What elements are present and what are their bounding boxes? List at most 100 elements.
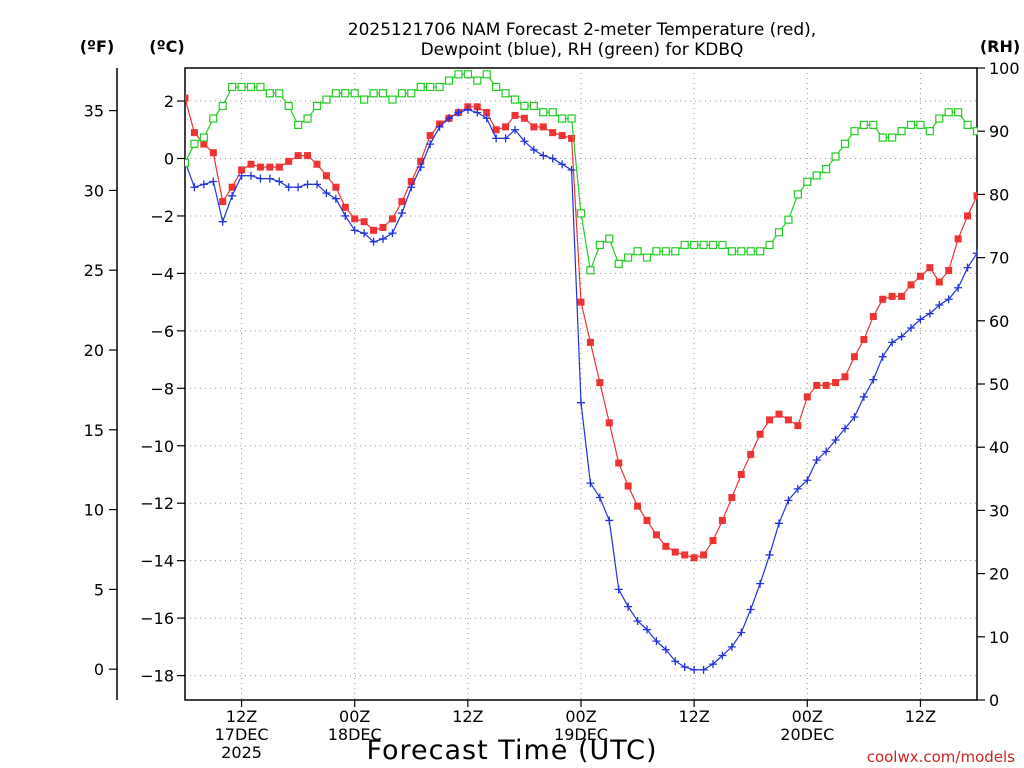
dewpoint-point xyxy=(652,637,661,646)
dewpoint-point xyxy=(727,642,736,651)
rh-point xyxy=(595,240,604,250)
dewpoint-point xyxy=(633,617,642,625)
temperature-point xyxy=(775,410,783,418)
rh-point xyxy=(388,95,397,104)
rh-point xyxy=(840,139,850,148)
rh-point xyxy=(803,177,812,186)
dewpoint-point xyxy=(916,315,925,324)
dewpoint-point xyxy=(925,309,934,318)
temperature-point xyxy=(332,183,340,191)
temperature-point xyxy=(209,149,217,157)
dewpoint-point xyxy=(595,493,604,502)
temperature-point xyxy=(256,163,264,171)
dewpoint-point xyxy=(718,651,727,660)
rh-point xyxy=(633,247,642,256)
dewpoint-point xyxy=(850,413,859,422)
rh-point xyxy=(680,240,689,250)
rh-point xyxy=(586,266,595,275)
temperature-point xyxy=(360,218,368,226)
rh-tick-label: 100 xyxy=(989,59,1020,78)
temperature-point xyxy=(322,172,330,180)
temperature-point xyxy=(492,126,500,134)
x-tick-label: 17DEC xyxy=(215,725,269,744)
celsius-tick-label: −12 xyxy=(140,494,174,513)
celsius-tick-label: 2 xyxy=(164,92,174,111)
dewpoint-point xyxy=(331,194,340,203)
dewpoint-point xyxy=(473,108,482,117)
dewpoint-point xyxy=(463,105,472,114)
dewpoint-point xyxy=(963,263,972,272)
dewpoint-point xyxy=(360,229,369,238)
rh-point xyxy=(576,209,586,218)
fahrenheit-tick-label: 20 xyxy=(84,341,104,360)
dewpoint-point xyxy=(209,177,218,186)
temperature-point xyxy=(407,177,415,185)
rh-tick-label: 0 xyxy=(989,691,999,710)
temperature-point xyxy=(652,531,660,539)
celsius-tick-label: −14 xyxy=(140,552,174,571)
rh-point xyxy=(727,247,736,256)
temperature-point xyxy=(586,338,594,346)
temperature-point xyxy=(294,152,302,160)
temperature-point xyxy=(935,278,943,286)
temperature-point xyxy=(945,267,953,275)
dewpoint-point xyxy=(284,183,293,192)
temperature-point xyxy=(681,551,689,559)
rh-point xyxy=(718,240,727,250)
rh-point xyxy=(218,101,227,111)
dewpoint-point xyxy=(237,171,246,180)
rh-point xyxy=(954,108,963,117)
dewpoint-point xyxy=(878,352,887,361)
chart-title-line-1: 2025121706 NAM Forecast 2-meter Temperat… xyxy=(348,20,816,40)
rh-point xyxy=(850,127,859,136)
dewpoint-point xyxy=(294,183,303,192)
dewpoint-series-line xyxy=(185,109,978,671)
rh-point xyxy=(492,82,501,92)
celsius-tick-label: −8 xyxy=(150,379,174,398)
dewpoint-point xyxy=(784,496,793,505)
temperature-point xyxy=(926,264,934,272)
temperature-point xyxy=(577,298,585,306)
dewpoint-point xyxy=(746,605,755,614)
temperature-point xyxy=(398,198,406,206)
x-tick-label: 18DEC xyxy=(328,725,382,744)
rh-point xyxy=(303,114,312,123)
dewpoint-point xyxy=(435,122,444,131)
temperature-point xyxy=(709,537,717,545)
rh-point xyxy=(992,147,999,154)
rh-point xyxy=(774,228,784,237)
rh-point xyxy=(444,76,454,85)
rh-tick-label: 80 xyxy=(989,185,1009,204)
dewpoint-point xyxy=(247,171,255,180)
temperature-point xyxy=(822,381,830,389)
celsius-tick-label: −10 xyxy=(140,437,174,456)
temperature-point xyxy=(690,554,698,562)
dewpoint-point xyxy=(397,209,406,218)
dewpoint-point xyxy=(775,519,783,528)
temperature-point xyxy=(916,272,924,280)
temperature-point xyxy=(568,134,576,142)
fahrenheit-tick-label: 15 xyxy=(84,421,104,440)
rh-point xyxy=(520,101,529,111)
rh-point xyxy=(426,82,435,92)
rh-point xyxy=(756,247,765,256)
rh-point xyxy=(972,127,978,136)
temperature-point xyxy=(285,157,293,165)
credit-link[interactable]: coolwx.com/models xyxy=(867,748,1015,766)
temperature-point xyxy=(304,152,312,160)
temperature-point xyxy=(238,166,246,174)
rh-point xyxy=(888,133,897,142)
rh-point xyxy=(539,108,548,117)
dewpoint-point xyxy=(275,177,284,186)
celsius-axis-label: (ºC) xyxy=(149,37,184,56)
dewpoint-point xyxy=(954,283,963,292)
rh-point xyxy=(567,114,576,123)
temperature-point xyxy=(351,215,359,223)
temperature-point xyxy=(973,192,978,200)
temperature-point xyxy=(511,111,519,119)
dewpoint-point xyxy=(690,665,699,674)
rh-point xyxy=(690,240,699,250)
rh-point xyxy=(294,120,303,129)
dewpoint-point xyxy=(379,234,387,243)
dewpoint-point xyxy=(982,232,990,240)
